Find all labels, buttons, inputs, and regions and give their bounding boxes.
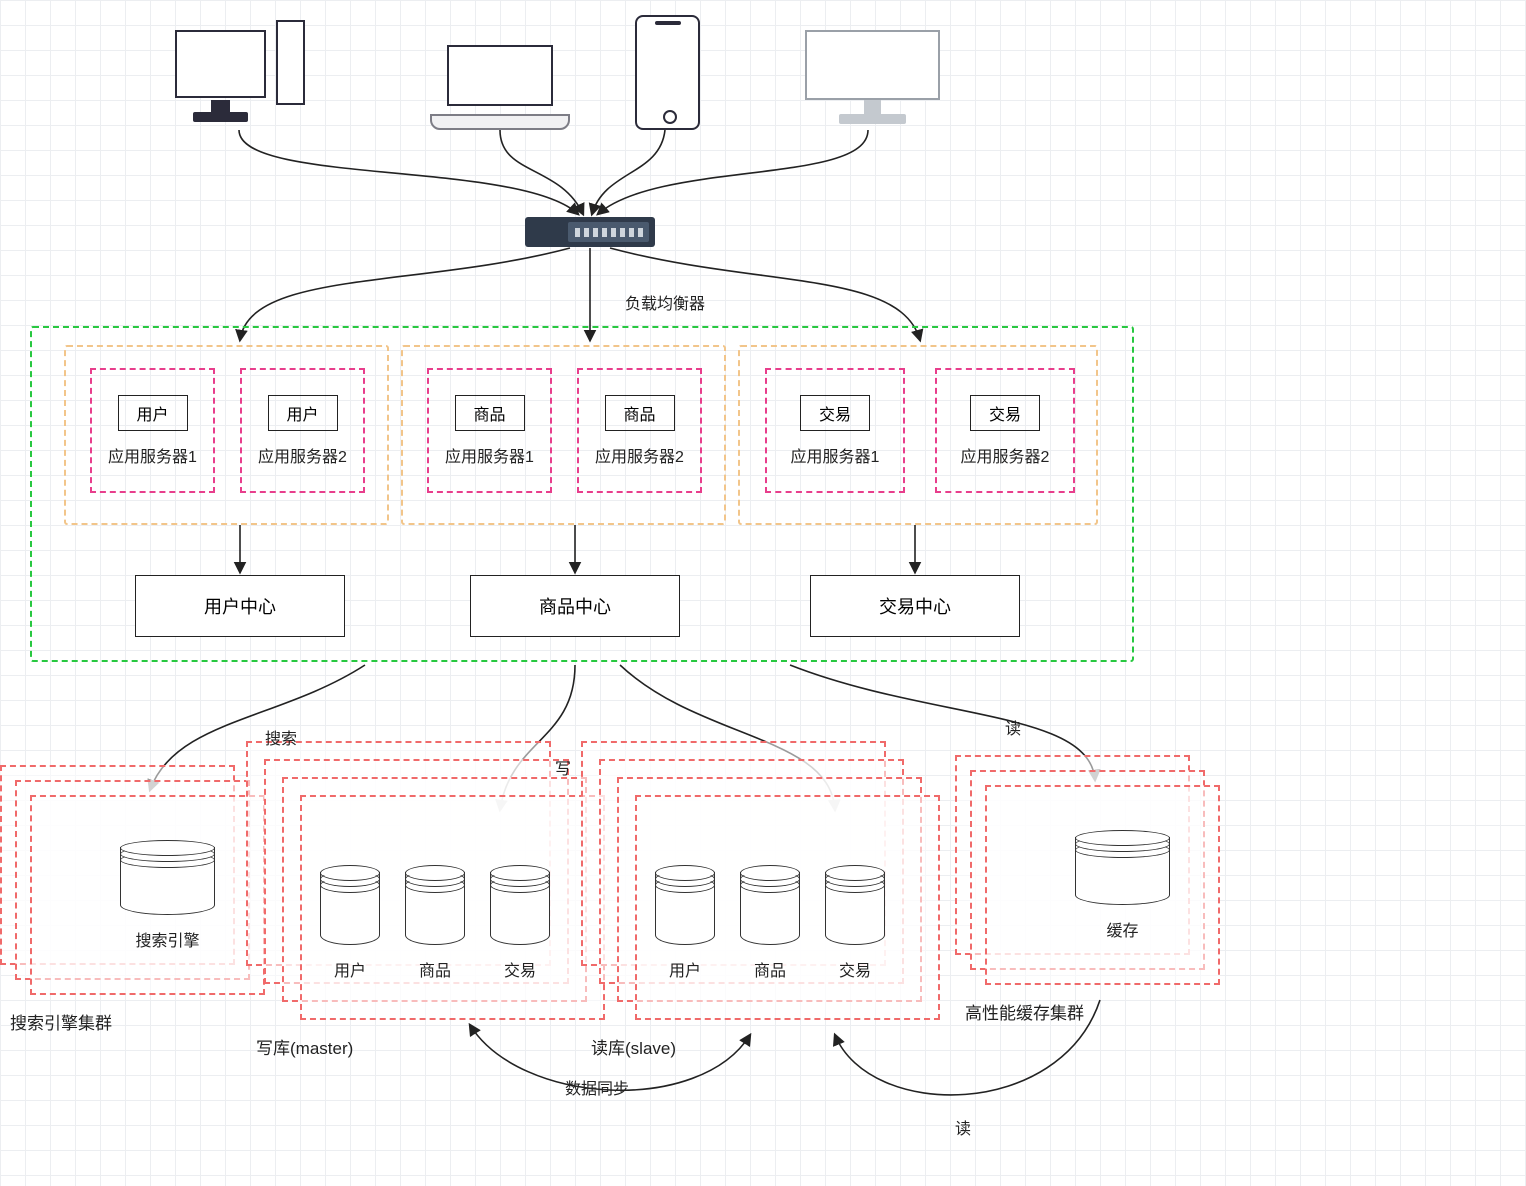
db-cylinder-icon: 商品	[740, 865, 800, 945]
cluster-caption: 搜索引擎集群	[10, 1009, 112, 1034]
app-server: 用户应用服务器1	[90, 368, 215, 493]
db-cylinder-icon: 搜索引擎	[120, 840, 215, 915]
db-cylinder-icon: 用户	[655, 865, 715, 945]
monitor-icon	[805, 30, 940, 130]
db-cylinder-icon: 用户	[320, 865, 380, 945]
app-server-caption: 应用服务器1	[108, 443, 197, 467]
edge-label: 读	[1005, 715, 1021, 739]
db-cylinder-label: 缓存	[1045, 917, 1200, 941]
cluster-read: 用户商品交易	[581, 741, 940, 1020]
center-box: 交易中心	[810, 575, 1020, 637]
cluster-write: 用户商品交易	[246, 741, 605, 1020]
app-server: 交易应用服务器2	[935, 368, 1075, 493]
app-server-inner-box: 商品	[605, 395, 675, 431]
cluster-search: 搜索引擎	[0, 765, 265, 995]
db-cylinder-label: 用户	[655, 957, 715, 981]
edge-label: 读	[955, 1115, 971, 1139]
phone-icon	[635, 15, 700, 130]
db-cylinder-icon: 缓存	[1075, 830, 1170, 905]
app-server-inner-box: 用户	[118, 395, 188, 431]
app-server-caption: 应用服务器2	[258, 443, 347, 467]
app-server-inner-box: 交易	[970, 395, 1040, 431]
node-layer: 用户应用服务器1用户应用服务器2商品应用服务器1商品应用服务器2交易应用服务器1…	[0, 0, 1526, 1186]
app-server-caption: 应用服务器1	[445, 443, 534, 467]
cluster-caption: 写库(master)	[256, 1034, 353, 1059]
app-server-caption: 应用服务器2	[961, 443, 1050, 467]
app-server-inner-box: 交易	[800, 395, 870, 431]
db-cylinder-icon: 交易	[825, 865, 885, 945]
laptop-icon	[430, 45, 570, 130]
app-server-caption: 应用服务器2	[595, 443, 684, 467]
app-server: 交易应用服务器1	[765, 368, 905, 493]
app-server: 商品应用服务器2	[577, 368, 702, 493]
center-box: 用户中心	[135, 575, 345, 637]
edge-label: 负载均衡器	[625, 290, 705, 314]
db-cylinder-label: 用户	[320, 957, 380, 981]
app-server: 商品应用服务器1	[427, 368, 552, 493]
load-balancer-switch-icon	[525, 217, 655, 247]
app-server-inner-box: 商品	[455, 395, 525, 431]
desktop-icon	[175, 30, 305, 130]
app-server-inner-box: 用户	[268, 395, 338, 431]
db-cylinder-label: 交易	[490, 957, 550, 981]
db-cylinder-label: 商品	[740, 957, 800, 981]
cluster-cache: 缓存	[955, 755, 1220, 985]
cluster-caption: 高性能缓存集群	[965, 999, 1084, 1024]
app-server-caption: 应用服务器1	[791, 443, 880, 467]
edge-label: 数据同步	[565, 1075, 629, 1099]
app-server: 用户应用服务器2	[240, 368, 365, 493]
db-cylinder-label: 交易	[825, 957, 885, 981]
db-cylinder-icon: 交易	[490, 865, 550, 945]
db-cylinder-label: 搜索引擎	[90, 927, 245, 951]
cluster-caption: 读库(slave)	[591, 1034, 676, 1059]
db-cylinder-label: 商品	[405, 957, 465, 981]
edge-label: 搜索	[265, 725, 297, 749]
edge-label: 写	[555, 755, 571, 779]
center-box: 商品中心	[470, 575, 680, 637]
db-cylinder-icon: 商品	[405, 865, 465, 945]
